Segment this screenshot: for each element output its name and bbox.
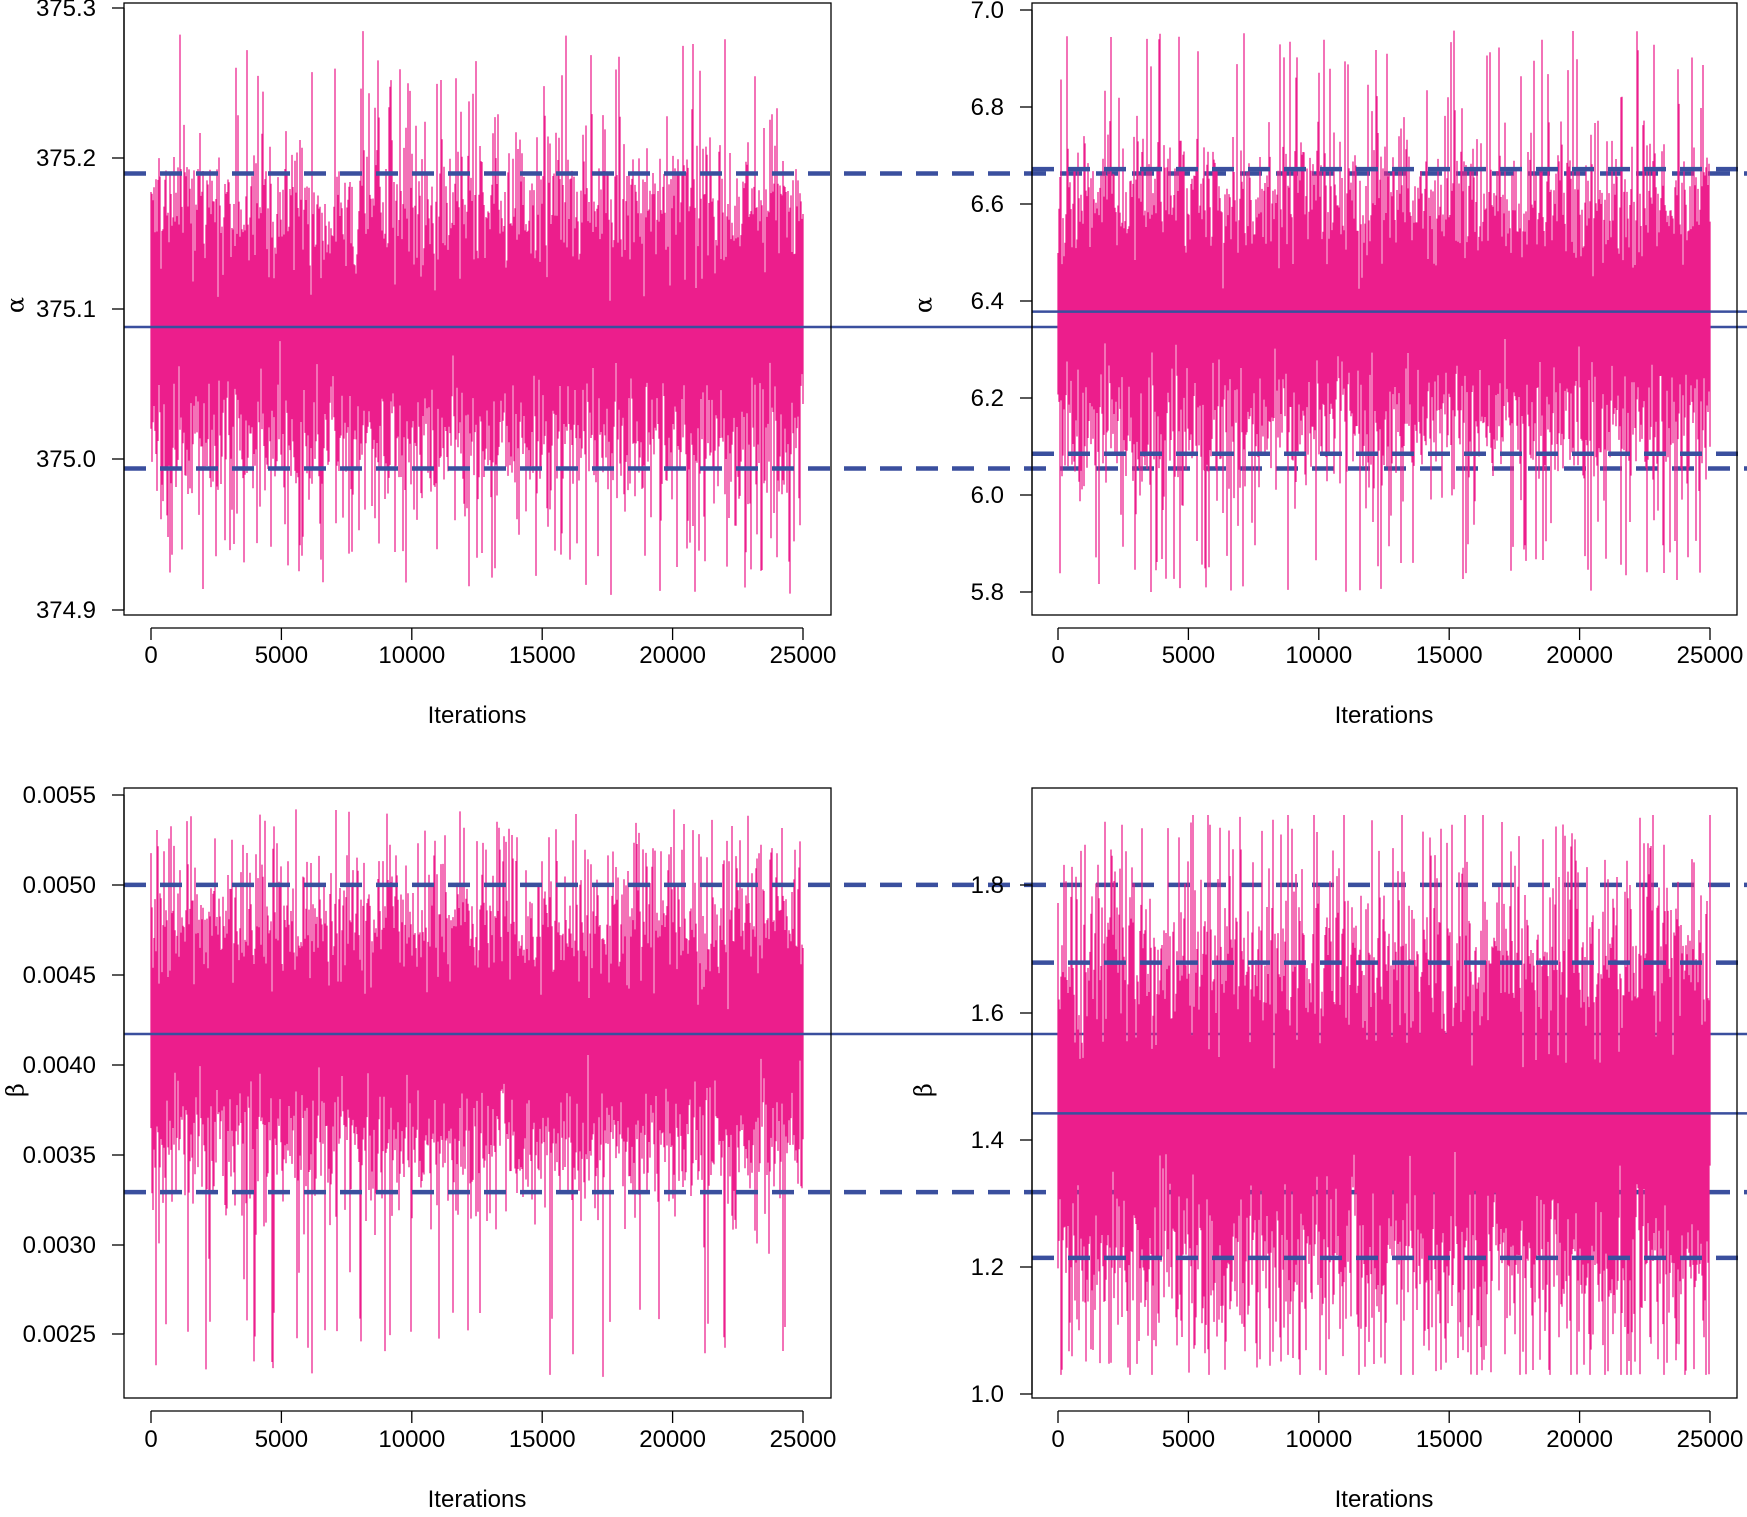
y-tick-label: 374.9	[36, 597, 96, 624]
y-tick-label: 6.4	[971, 288, 1004, 315]
x-tick-label: 20000	[639, 1426, 706, 1453]
x-tick-label: 25000	[770, 1426, 837, 1453]
mcmc-trace-series	[150, 809, 804, 1377]
y-axis-title: α	[2, 297, 30, 313]
y-tick-label: 0.0040	[23, 1052, 96, 1079]
y-tick-label: 0.0030	[23, 1232, 96, 1259]
x-tick-label: 15000	[509, 1426, 576, 1453]
y-tick-label: 1.4	[971, 1127, 1004, 1154]
x-tick-label: 10000	[1285, 642, 1352, 669]
x-tick-label: 0	[1051, 642, 1064, 669]
x-tick-label: 15000	[1416, 642, 1483, 669]
y-tick-label: 6.2	[971, 385, 1004, 412]
x-axis-title: Iterations	[428, 1486, 527, 1513]
x-tick-label: 5000	[255, 642, 308, 669]
y-tick-label: 1.0	[971, 1381, 1004, 1408]
mcmc-trace-series	[150, 31, 804, 595]
y-tick-label: 5.8	[971, 579, 1004, 606]
x-tick-label: 10000	[1285, 1426, 1352, 1453]
y-tick-label: 0.0045	[23, 962, 96, 989]
x-axis-title: Iterations	[428, 702, 527, 729]
x-tick-label: 20000	[639, 642, 706, 669]
y-tick-label: 0.0050	[23, 872, 96, 899]
y-tick-label: 375.1	[36, 296, 96, 323]
y-tick-label: 0.0055	[23, 782, 96, 809]
x-axis-title: Iterations	[1335, 702, 1434, 729]
x-tick-label: 15000	[1416, 1426, 1483, 1453]
x-tick-label: 25000	[1677, 1426, 1744, 1453]
x-axis-title: Iterations	[1335, 1486, 1434, 1513]
x-tick-label: 20000	[1546, 1426, 1613, 1453]
trace-panel-4: 1.0 1.2 1.4 1.6 1.8 0 5000 10000 15000 20000 25000…	[910, 787, 1747, 1513]
y-tick-label: 1.2	[971, 1254, 1004, 1281]
y-tick-label: 7.0	[971, 0, 1004, 24]
y-tick-label: 1.8	[971, 872, 1004, 899]
mcmc-trace-series	[1057, 815, 1711, 1375]
y-axis-title: β	[910, 1083, 938, 1097]
x-tick-label: 5000	[1162, 1426, 1215, 1453]
y-tick-label: 375.0	[36, 446, 96, 473]
x-tick-label: 10000	[378, 642, 445, 669]
x-tick-label: 5000	[255, 1426, 308, 1453]
y-tick-label: 375.3	[36, 0, 96, 22]
y-axis-title: α	[910, 297, 938, 313]
x-tick-label: 0	[144, 1426, 157, 1453]
trace-panel-2: 5.8 6.0 6.2 6.4 6.6 6.8 7.0 0 5000 10000 15000 2000…	[910, 0, 1747, 729]
x-tick-label: 20000	[1546, 642, 1613, 669]
x-tick-label: 10000	[378, 1426, 445, 1453]
x-tick-label: 0	[1051, 1426, 1064, 1453]
x-tick-label: 25000	[770, 642, 837, 669]
x-tick-label: 5000	[1162, 642, 1215, 669]
y-tick-label: 1.6	[971, 1000, 1004, 1027]
x-tick-label: 0	[144, 642, 157, 669]
trace-panel-1: 374.9 375.0 375.1 375.2 375.3 0 5000 10000 15000…	[2, 0, 1747, 729]
y-tick-label: 375.2	[36, 145, 96, 172]
x-tick-label: 25000	[1677, 642, 1744, 669]
y-tick-label: 6.6	[971, 191, 1004, 218]
y-tick-label: 0.0035	[23, 1142, 96, 1169]
y-tick-label: 6.8	[971, 94, 1004, 121]
x-tick-label: 15000	[509, 642, 576, 669]
y-tick-label: 0.0025	[23, 1321, 96, 1348]
y-axis-title: β	[2, 1083, 30, 1097]
y-tick-label: 6.0	[971, 482, 1004, 509]
